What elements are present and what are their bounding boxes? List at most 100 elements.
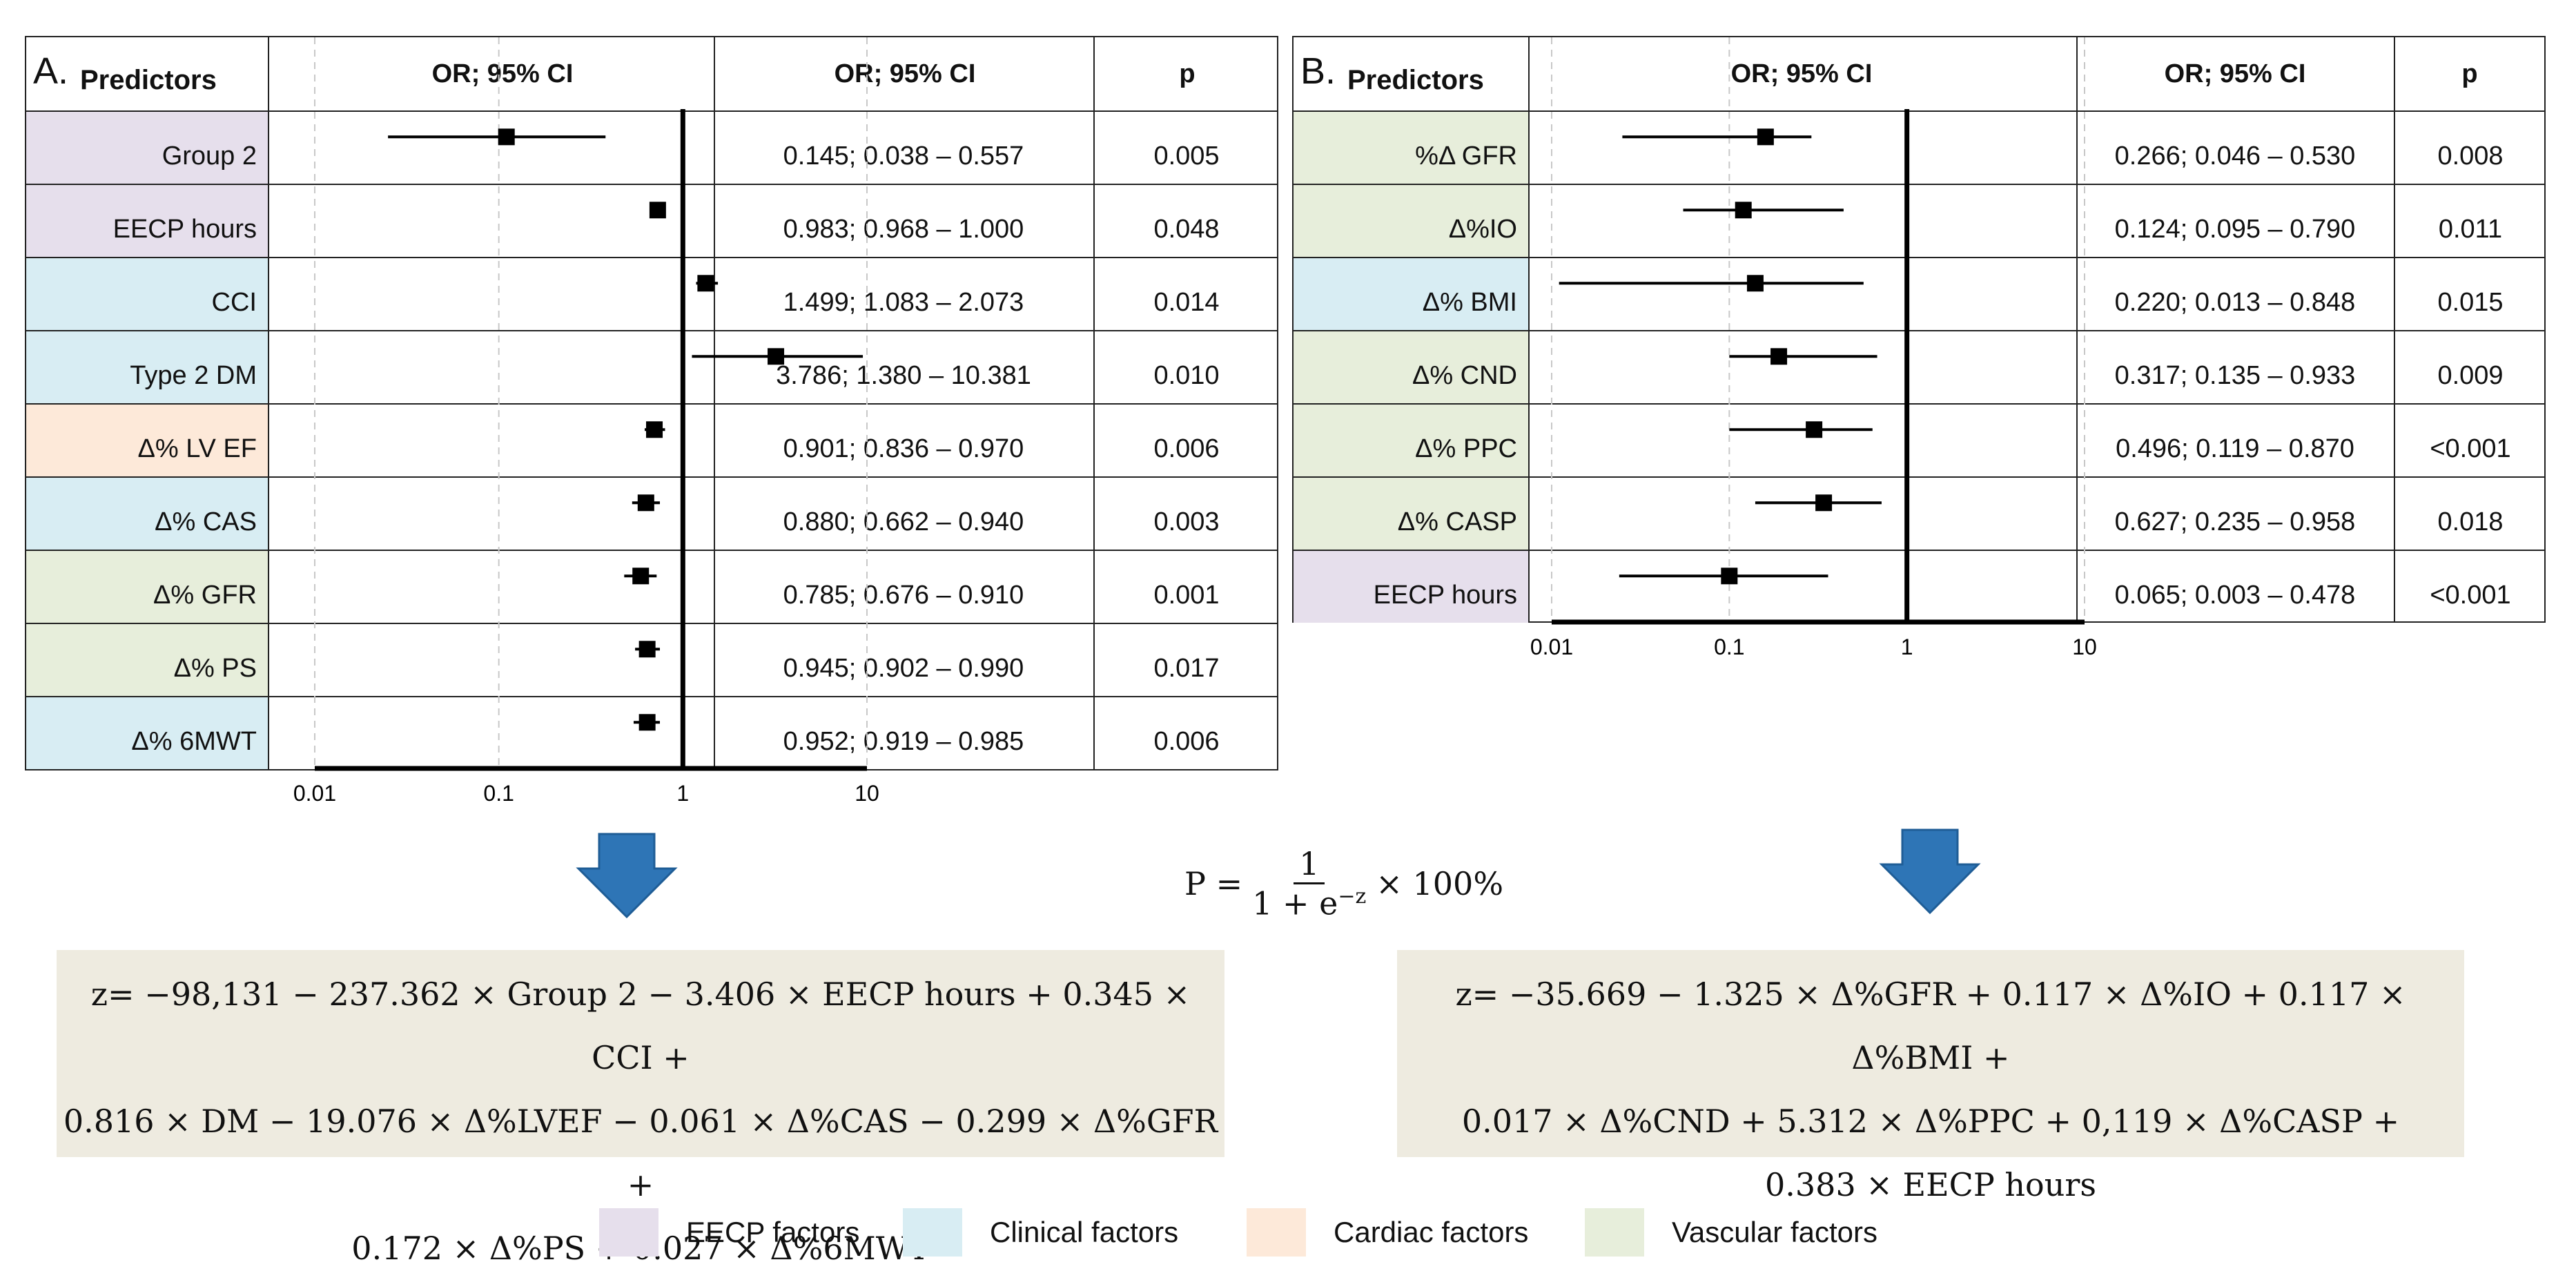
or-point xyxy=(1721,568,1738,585)
formula-rhs: × 100% xyxy=(1376,864,1504,902)
p-value: 0.018 xyxy=(2437,507,2504,536)
or-point xyxy=(638,714,656,731)
x-tick-label: 0.1 xyxy=(483,781,514,806)
table-row: Δ% CND 0.317; 0.135 – 0.933 0.009 xyxy=(1294,330,2544,403)
legend-swatch xyxy=(1585,1208,1644,1257)
equation-line: z= −35.669 − 1.325 × Δ%GFR + 0.117 × Δ%I… xyxy=(1455,976,2406,1076)
panel-b-predictors-header: Predictors xyxy=(1347,65,1484,95)
or-ci-value: 0.952; 0.919 – 0.985 xyxy=(783,727,1024,756)
table-row: EECP hours 0.065; 0.003 – 0.478 <0.001 xyxy=(1294,550,2544,623)
legend-clinical: Clinical factors xyxy=(903,1208,1178,1257)
or-point xyxy=(1746,275,1764,292)
table-row: Δ% LV EF 0.901; 0.836 – 0.970 0.006 xyxy=(26,403,1277,476)
predictor-label: %Δ GFR xyxy=(1294,112,1528,184)
legend-swatch xyxy=(903,1208,962,1257)
equation-line: 0.816 × DM − 19.076 × Δ%LVEF − 0.061 × Δ… xyxy=(63,1103,1218,1203)
down-arrow-icon xyxy=(1879,828,1981,915)
equation-line: 0.017 × Δ%CND + 5.312 × Δ%PPC + 0,119 × … xyxy=(1461,1103,2400,1140)
or-ci-value: 0.880; 0.662 – 0.940 xyxy=(783,507,1024,536)
panel-b-col-divider xyxy=(1528,37,1530,621)
or-ci-value: 0.145; 0.038 – 0.557 xyxy=(783,142,1024,171)
x-tick-label: 0.01 xyxy=(1530,634,1573,659)
or-ci-value: 3.786; 1.380 – 10.381 xyxy=(776,361,1031,390)
panel-b-col-divider xyxy=(2076,37,2078,621)
table-row: CCI 1.499; 1.083 – 2.073 0.014 xyxy=(26,257,1277,330)
or-point xyxy=(632,568,650,585)
legend-label: Cardiac factors xyxy=(1334,1216,1529,1248)
x-tick-label: 1 xyxy=(676,781,689,806)
formula-numerator: 1 xyxy=(1294,845,1325,884)
table-row: %Δ GFR 0.266; 0.046 – 0.530 0.008 xyxy=(1294,110,2544,184)
table-row: EECP hours 0.983; 0.968 – 1.000 0.048 xyxy=(26,184,1277,257)
or-ci-value: 0.627; 0.235 – 0.958 xyxy=(2114,507,2356,536)
legend-swatch xyxy=(1247,1208,1306,1257)
p-value: <0.001 xyxy=(2430,434,2511,463)
or-point xyxy=(638,641,656,658)
x-tick-label: 10 xyxy=(855,781,879,806)
x-tick-label: 1 xyxy=(1901,634,1913,659)
down-arrow-icon xyxy=(576,833,678,919)
equation-box-a: z= −98,131 − 237.362 × Group 2 − 3.406 ×… xyxy=(57,950,1224,1267)
predictor-label: Δ% BMI xyxy=(1294,258,1528,330)
legend-cardiac: Cardiac factors xyxy=(1247,1208,1528,1257)
or-ci-value: 0.124; 0.095 – 0.790 xyxy=(2114,215,2356,244)
table-row: Group 2 0.145; 0.038 – 0.557 0.005 xyxy=(26,110,1277,184)
table-row: Δ% CASP 0.627; 0.235 – 0.958 0.018 xyxy=(1294,476,2544,550)
or-ci-value: 0.266; 0.046 – 0.530 xyxy=(2114,142,2356,171)
p-value: 0.006 xyxy=(1153,727,1220,756)
predictor-label: Δ% CAS xyxy=(26,478,268,550)
or-ci-value: 1.499; 1.083 – 2.073 xyxy=(783,288,1024,317)
x-tick-label: 0.01 xyxy=(293,781,336,806)
predictor-label: Δ% CND xyxy=(1294,331,1528,403)
predictor-label: Δ% CASP xyxy=(1294,478,1528,550)
or-point xyxy=(1735,202,1752,219)
panel-a-or-header: OR; 95% CI xyxy=(834,59,976,88)
predictor-label: CCI xyxy=(26,258,268,330)
panel-a-predictors-header: Predictors xyxy=(80,65,217,95)
table-row: Δ% BMI 0.220; 0.013 – 0.848 0.015 xyxy=(1294,257,2544,330)
p-value: 0.006 xyxy=(1153,434,1220,463)
x-tick-label: 10 xyxy=(2072,634,2097,659)
table-row: Δ%IO 0.124; 0.095 – 0.790 0.011 xyxy=(1294,184,2544,257)
x-tick-label: 0.1 xyxy=(1714,634,1744,659)
panel-b-table: B. Predictors OR; 95% CI OR; 95% CI p %Δ… xyxy=(1292,36,2546,623)
p-value: 0.015 xyxy=(2437,288,2504,317)
p-value: 0.011 xyxy=(2438,215,2503,244)
table-row: Δ% PS 0.945; 0.902 – 0.990 0.017 xyxy=(26,623,1277,696)
equation-line: 0.383 × EECP hours xyxy=(1765,1166,2096,1203)
formula-exponent: −z xyxy=(1338,884,1367,909)
formula-lhs: P = xyxy=(1184,864,1243,902)
or-ci-value: 0.945; 0.902 – 0.990 xyxy=(783,654,1024,683)
or-point xyxy=(646,421,663,438)
predictor-label: Δ% PS xyxy=(26,624,268,696)
legend-label: Vascular factors xyxy=(1672,1216,1877,1248)
predictor-label: Δ% LV EF xyxy=(26,405,268,476)
p-value: 0.017 xyxy=(1153,654,1220,683)
legend-vascular: Vascular factors xyxy=(1585,1208,1877,1257)
or-ci-value: 0.496; 0.119 – 0.870 xyxy=(2116,434,2354,463)
formula-denominator-base: 1 + e xyxy=(1252,884,1338,922)
equation-box-b: z= −35.669 − 1.325 × Δ%GFR + 0.117 × Δ%I… xyxy=(1397,950,2464,1203)
predictor-label: Δ% PPC xyxy=(1294,405,1528,476)
formula-fraction: 1 1 + e−z xyxy=(1252,845,1366,922)
legend-label: Clinical factors xyxy=(990,1216,1179,1248)
table-row: Type 2 DM 3.786; 1.380 – 10.381 0.010 xyxy=(26,330,1277,403)
probability-formula: P = 1 1 + e−z × 100% xyxy=(1184,845,1503,922)
p-value: 0.010 xyxy=(1153,361,1220,390)
panel-a-p-header: p xyxy=(1179,59,1196,88)
or-point xyxy=(1757,128,1774,146)
panel-a-table: A. Predictors OR; 95% CI OR; 95% CI p Gr… xyxy=(25,36,1278,770)
or-ci-value: 0.901; 0.836 – 0.970 xyxy=(783,434,1024,463)
table-row: Δ% CAS 0.880; 0.662 – 0.940 0.003 xyxy=(26,476,1277,550)
formula-denominator: 1 + e−z xyxy=(1252,884,1366,922)
predictor-label: Δ% GFR xyxy=(26,551,268,623)
table-row: Δ% GFR 0.785; 0.676 – 0.910 0.001 xyxy=(26,550,1277,623)
predictor-label: Δ% 6MWT xyxy=(26,697,268,769)
or-ci-value: 0.317; 0.135 – 0.933 xyxy=(2114,361,2356,390)
or-ci-value: 0.220; 0.013 – 0.848 xyxy=(2114,288,2356,317)
or-point xyxy=(498,128,515,146)
or-point xyxy=(637,494,654,512)
or-ci-value: 0.983; 0.968 – 1.000 xyxy=(783,215,1024,244)
or-point xyxy=(768,348,785,365)
or-ci-value: 0.065; 0.003 – 0.478 xyxy=(2114,581,2356,610)
